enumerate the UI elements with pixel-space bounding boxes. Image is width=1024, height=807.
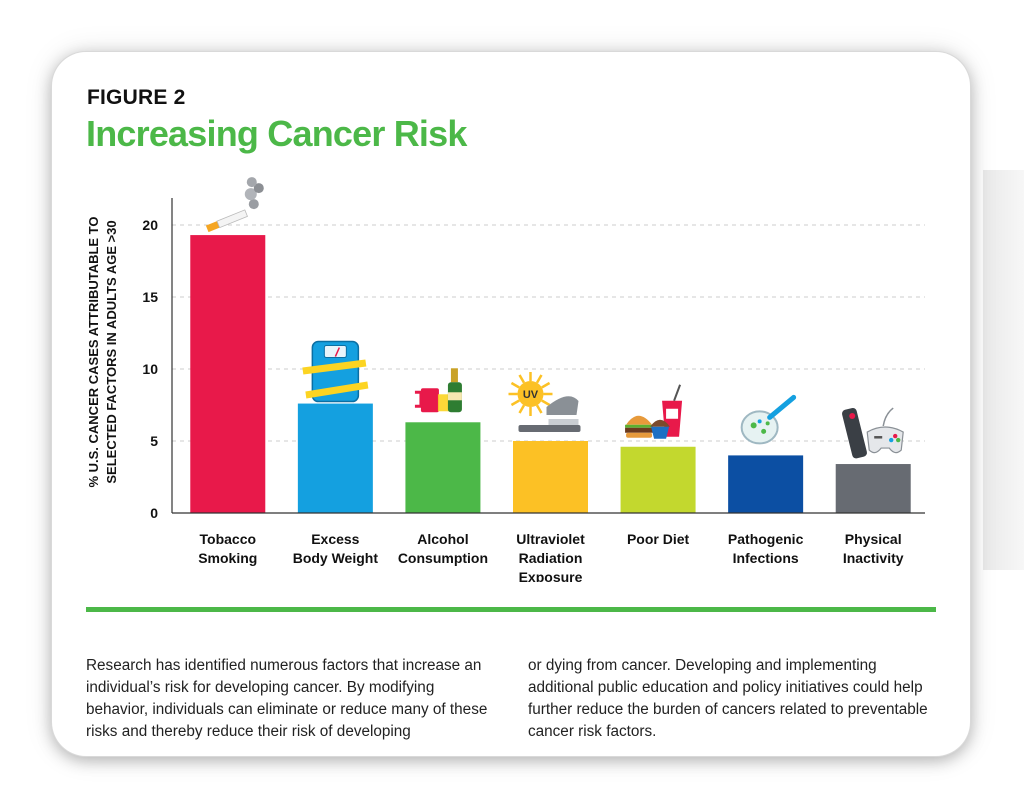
petri-dish-icon — [740, 394, 797, 445]
x-category-label-6-1: Inactivity — [843, 550, 904, 566]
bar-0 — [190, 235, 266, 513]
x-category-label-6-0: Physical — [845, 531, 902, 547]
x-category-label-1-0: Excess — [311, 531, 359, 547]
y-tick-label-15: 15 — [142, 289, 158, 305]
y-tick-label-10: 10 — [142, 361, 158, 377]
body-paragraph-right: or dying from cancer. Developing and imp… — [528, 657, 928, 741]
x-category-label-2-1: Consumption — [398, 550, 488, 566]
x-category-label-1-1: Body Weight — [293, 550, 379, 566]
section-divider — [86, 607, 936, 612]
body-paragraph-left: Research has identified numerous factors… — [86, 657, 488, 741]
tanning-bed-icon: UV — [508, 372, 581, 432]
x-category-label-4-0: Poor Diet — [627, 531, 690, 547]
cigarette-icon — [205, 177, 264, 233]
bar-chart: 0 5 10 15 20 Tobacco Smoking Excess Body Weight… — [86, 177, 925, 582]
scale-icon — [302, 340, 369, 403]
figure-title: Increasing Cancer Risk — [86, 113, 467, 154]
bar-3 — [513, 441, 588, 513]
x-category-label-0-1: Smoking — [198, 550, 257, 566]
y-tick-label-0: 0 — [150, 505, 158, 521]
y-axis-label-line-0: % U.S. CANCER CASES ATTRIBUTABLE TO — [86, 216, 101, 487]
x-category-label-3-1: Radiation — [519, 550, 583, 566]
alcohol-icon — [414, 368, 462, 413]
uv-label: UV — [523, 389, 539, 401]
x-category-label-5-0: Pathogenic — [728, 531, 804, 547]
page-edge-shadow — [983, 170, 1024, 570]
bar-5 — [728, 455, 804, 513]
figure-card: FIGURE 2 Increasing Cancer Risk 0 5 10 15 20… — [52, 52, 970, 756]
x-category-label-5-1: Infections — [733, 550, 799, 566]
x-category-label-3-0: Ultraviolet — [516, 531, 585, 547]
x-category-label-0-0: Tobacco — [200, 531, 257, 547]
x-category-label-3-2: Exposure — [519, 569, 583, 582]
gaming-icon — [842, 407, 904, 459]
y-tick-label-5: 5 — [150, 433, 158, 449]
bar-1 — [297, 403, 373, 513]
y-axis-label-line-1: SELECTED FACTORS IN ADULTS AGE >30 — [104, 220, 119, 483]
bar-6 — [835, 464, 911, 513]
bar-2 — [405, 422, 481, 513]
bar-4 — [620, 446, 696, 513]
figure-label: FIGURE 2 — [87, 86, 186, 109]
x-category-label-2-0: Alcohol — [417, 531, 468, 547]
fast-food-icon — [625, 384, 683, 439]
y-tick-label-20: 20 — [142, 217, 158, 233]
